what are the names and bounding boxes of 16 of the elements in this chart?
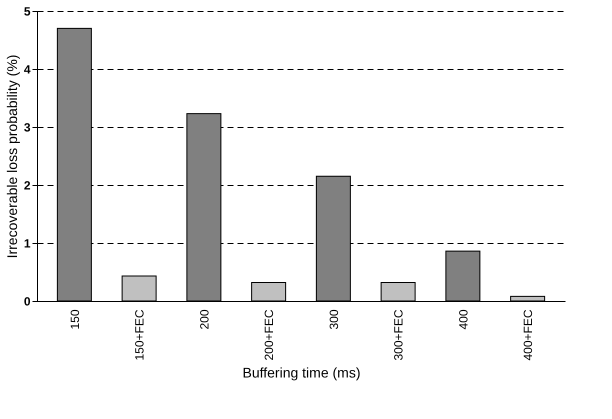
x-tick-label: 400 [456,309,470,330]
x-tick-label: 200 [197,309,212,330]
y-tick-label: 2 [24,178,31,192]
y-tick-label: 0 [24,294,31,308]
x-tick-label: 200+FEC [262,309,276,361]
x-axis-title: Buffering time (ms) [242,364,360,381]
y-tick-label: 4 [24,62,31,76]
y-tick-label: 1 [24,236,31,250]
x-tick-label: 300+FEC [392,309,406,361]
x-tick-label: 150+FEC [132,309,147,361]
x-tick-label: 400+FEC [521,309,536,361]
y-tick-label: 3 [24,120,31,134]
x-tick-label: 300 [326,309,341,330]
y-axis-title: Irrecoverable loss probability (%) [4,54,20,258]
x-tick-label: 150 [68,309,82,330]
y-tick-label: 5 [24,4,31,18]
